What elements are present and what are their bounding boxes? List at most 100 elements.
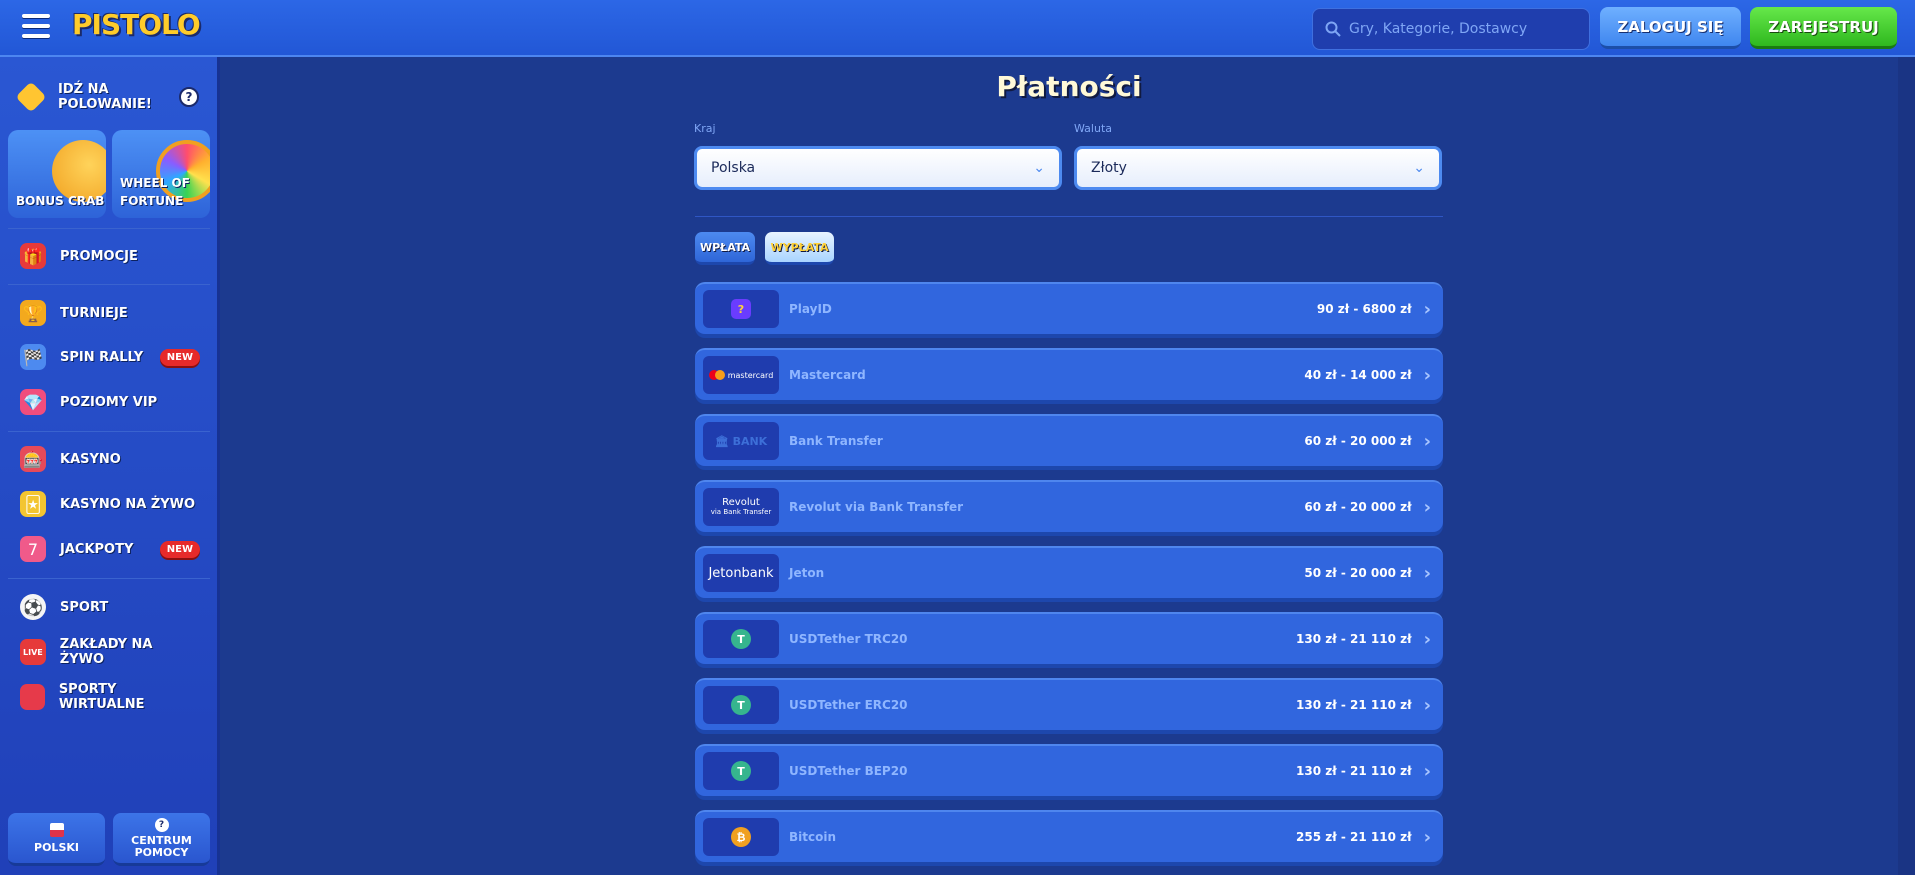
- lucky-seven-icon: 7: [20, 536, 46, 562]
- payment-method-row[interactable]: T USDTether BEP20 130 zł - 21 110 zł ›: [695, 744, 1443, 796]
- payment-method-row[interactable]: Jetonbank Jeton 50 zł - 20 000 zł ›: [695, 546, 1443, 598]
- chevron-down-icon: ⌄: [1413, 160, 1425, 176]
- sidebar-item-poziomy-vip[interactable]: 💎 POZIOMY VIP: [20, 386, 200, 418]
- new-badge: NEW: [159, 540, 200, 558]
- country-label: Kraj: [694, 122, 716, 135]
- revolut-logo: Revolut via Bank Transfer: [710, 496, 772, 516]
- chevron-right-icon: ›: [1423, 760, 1431, 782]
- payment-logo: T: [703, 620, 779, 658]
- chevron-right-icon: ›: [1423, 496, 1431, 518]
- mastercard-logo: mastercard: [708, 370, 773, 380]
- divider: [8, 284, 210, 285]
- payment-range: 60 zł - 20 000 zł: [1304, 434, 1412, 448]
- tether-bep20-icon: T: [731, 761, 751, 781]
- language-button[interactable]: POLSKI: [8, 813, 105, 866]
- payment-range: 40 zł - 14 000 zł: [1304, 368, 1412, 382]
- chevron-right-icon: ›: [1423, 694, 1431, 716]
- help-center-button[interactable]: ? CENTRUM POMOCY: [113, 813, 210, 866]
- payment-method-row[interactable]: T USDTether ERC20 130 zł - 21 110 zł ›: [695, 678, 1443, 730]
- crab-claw-icon: [52, 140, 106, 202]
- new-badge: NEW: [159, 348, 200, 366]
- tab-wyplata[interactable]: WYPŁATA: [765, 232, 834, 265]
- country-select[interactable]: Polska ⌄: [694, 146, 1062, 190]
- sidebar-item-label: SPORT: [60, 599, 109, 615]
- payment-range: 60 zł - 20 000 zł: [1304, 500, 1412, 514]
- help-center-label: CENTRUM POMOCY: [131, 833, 192, 859]
- payment-logo: T: [703, 686, 779, 724]
- chevron-right-icon: ›: [1423, 364, 1431, 386]
- sidebar-item-spin-rally[interactable]: 🏁 SPIN RALLY NEW: [20, 341, 200, 373]
- tether-erc20-icon: T: [731, 695, 751, 715]
- payment-method-row[interactable]: T USDTether TRC20 130 zł - 21 110 zł ›: [695, 612, 1443, 664]
- hunt-label: IDŹ NA POLOWANIE!: [58, 82, 152, 112]
- search-icon: [1325, 21, 1341, 37]
- currency-label: Waluta: [1074, 122, 1112, 135]
- sidebar-item-promocje[interactable]: 🎁 PROMOCJE: [20, 240, 200, 272]
- sidebar-item-kasyno[interactable]: 🎰 KASYNO: [20, 443, 200, 475]
- playid-logo: ?: [731, 299, 751, 319]
- jetonbank-logo: Jetonbank: [708, 565, 774, 581]
- checkered-flag-icon: 🏁: [20, 344, 46, 370]
- page-scrollbar[interactable]: [1898, 57, 1915, 875]
- sidebar: IDŹ NA POLOWANIE! ? BONUS CRAB WHEEL OF …: [0, 57, 220, 875]
- divider: [8, 228, 210, 229]
- sidebar-item-jackpoty[interactable]: 7 JACKPOTY NEW: [20, 533, 200, 565]
- tab-wplata[interactable]: WPŁATA: [695, 232, 755, 265]
- sidebar-item-label: KASYNO NA ŻYWO: [60, 496, 196, 512]
- top-header: PISTOLO Gry, Kategorie, Dostawcy ZALOGUJ…: [0, 0, 1915, 57]
- payment-method-row[interactable]: 🏛 BANK Bank Transfer 60 zł - 20 000 zł ›: [695, 414, 1443, 466]
- bank-transfer-logo: 🏛 BANK: [714, 434, 768, 448]
- tile-label: WHEEL OF FORTUNE: [120, 176, 190, 208]
- register-button[interactable]: ZAREJESTRUJ: [1750, 7, 1897, 49]
- payment-method-row[interactable]: mastercard Mastercard 40 zł - 14 000 zł ›: [695, 348, 1443, 400]
- wheel-icon: [156, 140, 210, 202]
- payment-name: USDTether TRC20: [789, 632, 908, 646]
- payment-logo: mastercard: [703, 356, 779, 394]
- hunt-banner[interactable]: IDŹ NA POLOWANIE! ?: [0, 67, 217, 127]
- payment-logo: ₿: [703, 818, 779, 856]
- payment-name: USDTether BEP20: [789, 764, 908, 778]
- help-icon: ?: [154, 817, 169, 832]
- sidebar-item-turnieje[interactable]: 🏆 TURNIEJE: [20, 297, 200, 329]
- payment-logo: 🏛 BANK: [703, 422, 779, 460]
- gift-icon: 🎁: [20, 243, 46, 269]
- pistolo-logo[interactable]: PISTOLO: [72, 8, 201, 41]
- tile-label: BONUS CRAB: [16, 194, 105, 208]
- gem-icon: 💎: [20, 389, 46, 415]
- search-input[interactable]: Gry, Kategorie, Dostawcy: [1312, 8, 1590, 50]
- login-button[interactable]: ZALOGUJ SIĘ: [1600, 7, 1741, 49]
- menu-icon[interactable]: [22, 14, 50, 38]
- sidebar-item-label: ZAKŁADY NA ŻYWO: [59, 637, 153, 667]
- chevron-right-icon: ›: [1423, 826, 1431, 848]
- sidebar-item-zaklady-na-zywo[interactable]: LIVE ZAKŁADY NA ŻYWO: [20, 636, 200, 668]
- payment-range: 50 zł - 20 000 zł: [1304, 566, 1412, 580]
- divider: [8, 431, 210, 432]
- payment-range: 130 zł - 21 110 zł: [1296, 632, 1412, 646]
- payment-range: 255 zł - 21 110 zł: [1296, 830, 1412, 844]
- bitcoin-icon: ₿: [731, 827, 751, 847]
- payment-method-row[interactable]: ₿ Bitcoin 255 zł - 21 110 zł ›: [695, 810, 1443, 862]
- tile-bonus-crab[interactable]: BONUS CRAB: [8, 130, 106, 218]
- sidebar-item-label: TURNIEJE: [60, 305, 128, 321]
- cards-chip-icon: 🃏: [20, 491, 46, 517]
- currency-value: Złoty: [1091, 160, 1127, 176]
- divider: [8, 578, 210, 579]
- poland-flag-icon: [49, 822, 64, 837]
- payment-name: USDTether ERC20: [789, 698, 908, 712]
- payment-method-row[interactable]: Revolut via Bank Transfer Revolut via Bank…: [695, 480, 1443, 532]
- vr-headset-icon: [20, 684, 45, 710]
- payment-name: PlayID: [789, 302, 832, 316]
- chevron-right-icon: ›: [1423, 628, 1431, 650]
- sidebar-item-sport[interactable]: ⚽ SPORT: [20, 591, 200, 623]
- payment-method-row[interactable]: ? PlayID 90 zł - 6800 zł ›: [695, 282, 1443, 334]
- help-icon[interactable]: ?: [179, 87, 199, 107]
- sidebar-item-sporty-wirtualne[interactable]: SPORTY WIRTUALNE: [20, 681, 200, 713]
- currency-select[interactable]: Złoty ⌄: [1074, 146, 1442, 190]
- payment-range: 130 zł - 21 110 zł: [1296, 698, 1412, 712]
- tile-wheel-of-fortune[interactable]: WHEEL OF FORTUNE: [112, 130, 210, 218]
- chevron-right-icon: ›: [1423, 562, 1431, 584]
- payment-name: Bank Transfer: [789, 434, 883, 448]
- payment-name: Mastercard: [789, 368, 866, 382]
- sidebar-item-kasyno-na-zywo[interactable]: 🃏 KASYNO NA ŻYWO: [20, 488, 200, 520]
- payment-range: 90 zł - 6800 zł: [1316, 302, 1412, 316]
